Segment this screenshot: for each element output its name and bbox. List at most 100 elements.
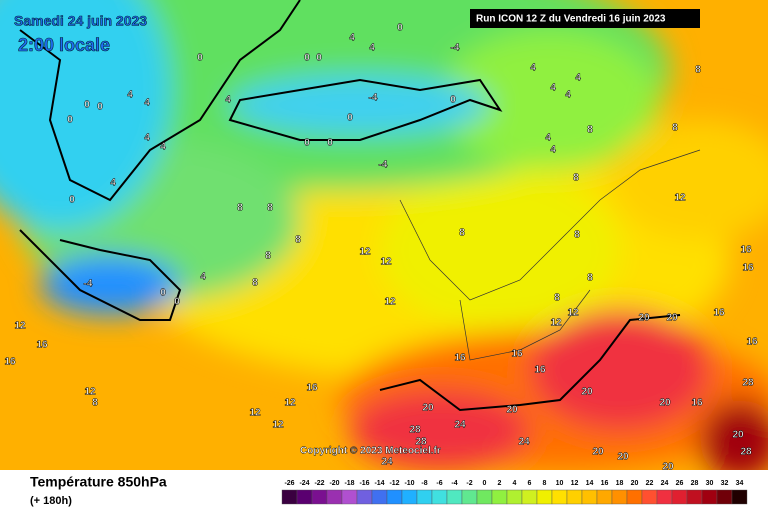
scale-label: -24 xyxy=(299,480,309,487)
contour-label: 12 xyxy=(550,318,562,329)
scale-swatch xyxy=(716,489,733,505)
contour-label: 4 xyxy=(349,33,355,44)
scale-label: 18 xyxy=(616,480,624,487)
contour-label: 8 xyxy=(295,235,301,246)
scale-label: 4 xyxy=(513,480,517,487)
contour-label: 20 xyxy=(422,403,434,414)
scale-swatch xyxy=(596,489,613,505)
contour-label: 0 xyxy=(450,95,456,106)
contour-label: 4 xyxy=(550,83,556,94)
scale-swatch xyxy=(551,489,568,505)
contour-label: 4 xyxy=(160,142,166,153)
scale-swatch xyxy=(341,489,358,505)
scale-label: 0 xyxy=(483,480,487,487)
contour-label: -4 xyxy=(84,279,93,290)
contour-label: -4 xyxy=(369,93,378,104)
contour-label: 4 xyxy=(545,133,551,144)
contour-label: 0 xyxy=(327,138,333,149)
scale-label: 6 xyxy=(528,480,532,487)
contour-label: 4 xyxy=(550,145,556,156)
scale-swatch xyxy=(656,489,673,505)
contour-label: 20 xyxy=(506,405,518,416)
contour-label: 4 xyxy=(144,133,150,144)
scale-label: -14 xyxy=(374,480,384,487)
contour-label: 12 xyxy=(272,420,284,431)
contour-label: 8 xyxy=(573,173,579,184)
contour-label: 0 xyxy=(316,53,322,64)
contour-label: 8 xyxy=(574,230,580,241)
contour-label: 28 xyxy=(409,425,421,436)
contour-label: 4 xyxy=(575,73,581,84)
scale-label: -18 xyxy=(344,480,354,487)
scale-label: -16 xyxy=(359,480,369,487)
contour-label: 8 xyxy=(587,273,593,284)
contour-label: 16 xyxy=(742,263,754,274)
contour-label: 12 xyxy=(567,308,579,319)
contour-label: 8 xyxy=(695,65,701,76)
contour-label: 20 xyxy=(659,398,671,409)
scale-swatch xyxy=(401,489,418,505)
contour-label: 0 xyxy=(347,113,353,124)
scale-label: 32 xyxy=(721,480,729,487)
contour-label: 24 xyxy=(518,437,530,448)
scale-label: 34 xyxy=(736,480,744,487)
contour-label: 28 xyxy=(415,437,427,448)
scale-label: -22 xyxy=(314,480,324,487)
scale-swatch xyxy=(521,489,538,505)
contour-label: 0 xyxy=(67,115,73,126)
contour-label: 0 xyxy=(84,100,90,111)
scale-swatch xyxy=(386,489,403,505)
scale-label: 16 xyxy=(601,480,609,487)
scale-label: -20 xyxy=(329,480,339,487)
scale-label: -4 xyxy=(451,480,457,487)
footer-title: Température 850hPa xyxy=(30,474,167,490)
contour-label: 28 xyxy=(742,378,754,389)
scale-swatch xyxy=(641,489,658,505)
contour-label: 20 xyxy=(581,387,593,398)
scale-swatch xyxy=(281,489,298,505)
scale-swatch xyxy=(356,489,373,505)
contour-label: 8 xyxy=(267,203,273,214)
contour-label: 4 xyxy=(530,63,536,74)
scale-swatch xyxy=(296,489,313,505)
contour-label: 12 xyxy=(249,408,261,419)
contour-label: 0 xyxy=(197,53,203,64)
scale-swatch xyxy=(491,489,508,505)
contour-label: 16 xyxy=(511,349,523,360)
contour-label: 8 xyxy=(92,398,98,409)
contour-label: 4 xyxy=(110,178,116,189)
contour-label: 4 xyxy=(127,90,133,101)
contour-label: 12 xyxy=(384,297,396,308)
run-box xyxy=(470,9,700,28)
scale-label: 12 xyxy=(571,480,579,487)
borders xyxy=(399,149,701,361)
contour-label: 16 xyxy=(534,365,546,376)
contour-label: 8 xyxy=(459,228,465,239)
contour-label: 4 xyxy=(369,43,375,54)
scale-swatch xyxy=(371,489,388,505)
scale-swatch xyxy=(686,489,703,505)
contour-label: 20 xyxy=(638,313,650,324)
contour-label: 4 xyxy=(144,98,150,109)
contour-label: 20 xyxy=(592,447,604,458)
contour-label: 12 xyxy=(284,398,296,409)
scale-label: -12 xyxy=(389,480,399,487)
scale-label: -8 xyxy=(421,480,427,487)
valid-time: 2:00 locale xyxy=(18,35,110,55)
contour-label: 8 xyxy=(672,123,678,134)
contour-label: 4 xyxy=(565,90,571,101)
footer-lead: (+ 180h) xyxy=(30,495,72,507)
contour-label: 8 xyxy=(587,125,593,136)
contour-label: 8 xyxy=(554,293,560,304)
contour-label: 12 xyxy=(14,321,26,332)
contour-label: 16 xyxy=(713,308,725,319)
scale-swatch xyxy=(626,489,643,505)
scale-label: -2 xyxy=(466,480,472,487)
contour-label: 20 xyxy=(662,462,674,473)
contour-label: 24 xyxy=(454,420,466,431)
contour-label: 0 xyxy=(69,195,75,206)
scale-swatch xyxy=(416,489,433,505)
scale-label: -6 xyxy=(436,480,442,487)
